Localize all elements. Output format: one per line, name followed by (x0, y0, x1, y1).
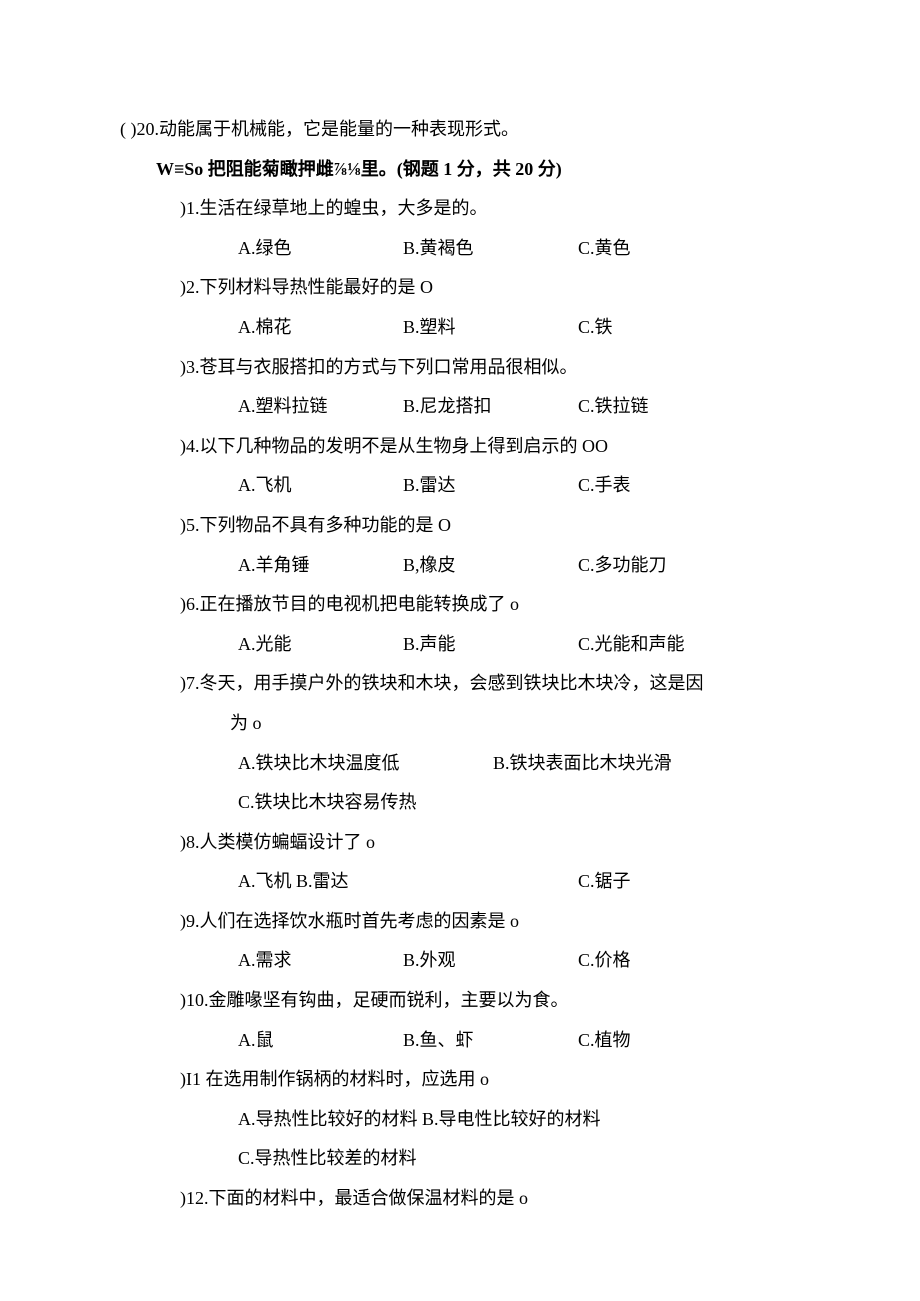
q-num: )9. (180, 911, 200, 931)
option-c: C.植物 (578, 1021, 800, 1061)
option-c: C.光能和声能 (578, 625, 800, 665)
question-stem: )8.人类模仿蝙蝠设计了 o (120, 823, 800, 863)
q-num: )1. (180, 198, 200, 218)
option-c: C.手表 (578, 466, 800, 506)
document-page: ( )20.动能属于机械能，它是能量的一种表现形式。 W≡So 把阻能菊瞰押雌⅞… (0, 0, 920, 1279)
option-a: A.需求 (238, 941, 403, 981)
q-text: 以下几种物品的发明不是从生物身上得到启示的 OO (200, 436, 609, 456)
option-a: A.棉花 (238, 308, 403, 348)
option-ab: A.飞机 B.雷达 (238, 862, 578, 902)
question-block-11: )I1 在选用制作锅柄的材料时，应选用 o A.导热性比较好的材料 B.导电性比… (120, 1060, 800, 1179)
q-text: 人类模仿蝙蝠设计了 o (200, 832, 376, 852)
q-num: )8. (180, 832, 200, 852)
q-text: 生活在绿草地上的蝗虫，大多是的。 (200, 198, 488, 218)
question-block-9: )9.人们在选择饮水瓶时首先考虑的因素是 o A.需求 B.外观 C.价格 (120, 902, 800, 981)
option-b: B.黄褐色 (403, 229, 578, 269)
options-row: A.光能 B.声能 C.光能和声能 (120, 625, 800, 665)
option-c: C.锯子 (578, 862, 631, 902)
q-num: )5. (180, 515, 200, 535)
q20-text: 动能属于机械能，它是能量的一种表现形式。 (159, 119, 519, 139)
question-block-12: )12.下面的材料中，最适合做保温材料的是 o (120, 1179, 800, 1219)
q20-prefix: ( )20. (120, 119, 159, 139)
question-stem: )9.人们在选择饮水瓶时首先考虑的因素是 o (120, 902, 800, 942)
q-num: )6. (180, 594, 200, 614)
options-row: A.铁块比木块温度低 B.铁块表面比木块光滑 (120, 744, 800, 784)
options-row: A.塑料拉链 B.尼龙搭扣 C.铁拉链 (120, 387, 800, 427)
section-header: W≡So 把阻能菊瞰押雌⅞⅛里。(钢题 1 分，共 20 分) (120, 150, 800, 190)
question-block: )3.苍耳与衣服搭扣的方式与下列口常用品很相似。 A.塑料拉链 B.尼龙搭扣 C… (120, 348, 800, 427)
q-text: 冬天，用手摸户外的铁块和木块，会感到铁块比木块冷，这是因 (200, 673, 704, 693)
options-row: A.绿色 B.黄褐色 C.黄色 (120, 229, 800, 269)
question-block-7: )7.冬天，用手摸户外的铁块和木块，会感到铁块比木块冷，这是因 为 o A.铁块… (120, 664, 800, 822)
option-b: B.尼龙搭扣 (403, 387, 578, 427)
question-block: )2.下列材料导热性能最好的是 O A.棉花 B.塑料 C.铁 (120, 268, 800, 347)
option-c: C.铁 (578, 308, 800, 348)
q-text: 苍耳与衣服搭扣的方式与下列口常用品很相似。 (200, 357, 578, 377)
option-a: A.光能 (238, 625, 403, 665)
option-a: A.飞机 (238, 466, 403, 506)
question-block: )1.生活在绿草地上的蝗虫，大多是的。 A.绿色 B.黄褐色 C.黄色 (120, 189, 800, 268)
option-c: C.价格 (578, 941, 800, 981)
question-stem: )10.金雕喙坚有钩曲，足硬而锐利，主要以为食。 (120, 981, 800, 1021)
option-b: B.塑料 (403, 308, 578, 348)
q-text: 人们在选择饮水瓶时首先考虑的因素是 o (200, 911, 520, 931)
question-stem: )7.冬天，用手摸户外的铁块和木块，会感到铁块比木块冷，这是因 (120, 664, 800, 704)
option-a: A.铁块比木块温度低 (238, 744, 493, 784)
question-stem: )5.下列物品不具有多种功能的是 O (120, 506, 800, 546)
option-a: A.塑料拉链 (238, 387, 403, 427)
option-a: A.鼠 (238, 1021, 403, 1061)
question-stem: )6.正在播放节目的电视机把电能转换成了 o (120, 585, 800, 625)
option-c: C.铁块比木块容易传热 (120, 783, 800, 823)
options-row: A.飞机 B.雷达 C.锯子 (120, 862, 800, 902)
question-block-10: )10.金雕喙坚有钩曲，足硬而锐利，主要以为食。 A.鼠 B.鱼、虾 C.植物 (120, 981, 800, 1060)
q-text: 下列材料导热性能最好的是 O (200, 277, 434, 297)
q-num: )2. (180, 277, 200, 297)
question-stem-cont: 为 o (120, 704, 800, 744)
options-row: A.鼠 B.鱼、虾 C.植物 (120, 1021, 800, 1061)
question-stem: )3.苍耳与衣服搭扣的方式与下列口常用品很相似。 (120, 348, 800, 388)
options-row: A.需求 B.外观 C.价格 (120, 941, 800, 981)
option-b: B.雷达 (403, 466, 578, 506)
q-text: 下列物品不具有多种功能的是 O (200, 515, 452, 535)
q-num: )12. (180, 1188, 209, 1208)
option-a: A.绿色 (238, 229, 403, 269)
question-stem: )1.生活在绿草地上的蝗虫，大多是的。 (120, 189, 800, 229)
question-stem: )2.下列材料导热性能最好的是 O (120, 268, 800, 308)
question-block-8: )8.人类模仿蝙蝠设计了 o A.飞机 B.雷达 C.锯子 (120, 823, 800, 902)
option-c: C.多功能刀 (578, 546, 800, 586)
option-b: B.鱼、虾 (403, 1021, 578, 1061)
q-num: )4. (180, 436, 200, 456)
question-block: )6.正在播放节目的电视机把电能转换成了 o A.光能 B.声能 C.光能和声能 (120, 585, 800, 664)
question-block: )5.下列物品不具有多种功能的是 O A.羊角锤 B,橡皮 C.多功能刀 (120, 506, 800, 585)
q-num: )7. (180, 673, 200, 693)
q-num: )3. (180, 357, 200, 377)
option-b: B.铁块表面比木块光滑 (493, 744, 672, 784)
section-header-text: W≡So 把阻能菊瞰押雌⅞⅛里。(钢题 1 分，共 20 分) (156, 159, 562, 179)
q-text: 金雕喙坚有钩曲，足硬而锐利，主要以为食。 (209, 990, 569, 1010)
option-b: B,橡皮 (403, 546, 578, 586)
option-c: C.铁拉链 (578, 387, 800, 427)
question-block: )4.以下几种物品的发明不是从生物身上得到启示的 OO A.飞机 B.雷达 C.… (120, 427, 800, 506)
option-b: B.外观 (403, 941, 578, 981)
q-text: 正在播放节目的电视机把电能转换成了 o (200, 594, 520, 614)
option-c: C.黄色 (578, 229, 800, 269)
question-stem: )4.以下几种物品的发明不是从生物身上得到启示的 OO (120, 427, 800, 467)
q-text: 下面的材料中，最适合做保温材料的是 o (209, 1188, 529, 1208)
q-num: )I1 (180, 1069, 201, 1089)
option-b: B.声能 (403, 625, 578, 665)
options-row: A.羊角锤 B,橡皮 C.多功能刀 (120, 546, 800, 586)
question-stem: )I1 在选用制作锅柄的材料时，应选用 o (120, 1060, 800, 1100)
q20-line: ( )20.动能属于机械能，它是能量的一种表现形式。 (120, 110, 800, 150)
option-ab: A.导热性比较好的材料 B.导电性比较好的材料 (120, 1100, 800, 1140)
options-row: A.棉花 B.塑料 C.铁 (120, 308, 800, 348)
q-text: 在选用制作锅柄的材料时，应选用 o (206, 1069, 490, 1089)
question-stem: )12.下面的材料中，最适合做保温材料的是 o (120, 1179, 800, 1219)
option-a: A.羊角锤 (238, 546, 403, 586)
option-c: C.导热性比较差的材料 (120, 1139, 800, 1179)
q-num: )10. (180, 990, 209, 1010)
options-row: A.飞机 B.雷达 C.手表 (120, 466, 800, 506)
